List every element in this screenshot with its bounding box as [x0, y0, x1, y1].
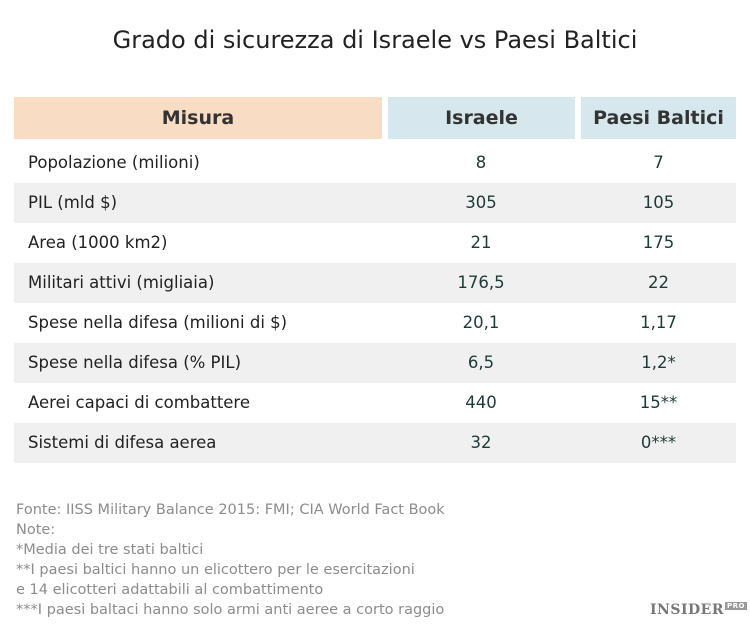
value-cell: 32	[470, 433, 492, 452]
value-cell: 105	[642, 193, 675, 212]
label-cell: Aerei capaci di combattere	[28, 393, 251, 412]
label-cell: Area (1000 km2)	[28, 233, 168, 252]
table-body: Popolazione (milioni) 8 7 PIL (mld $) 305 105…	[14, 143, 736, 463]
notes: Fonte: IISS Military Balance 2015: FMI; …	[16, 500, 445, 620]
table-row: Area (1000 km2) 21 175	[14, 223, 736, 263]
label-cell: PIL (mld $)	[28, 193, 118, 212]
value-cell: 21	[470, 233, 492, 252]
label-cell: Popolazione (milioni)	[28, 153, 200, 172]
header-row: Misura Israele Paesi Baltici	[14, 97, 736, 139]
value-cell: 305	[465, 193, 497, 212]
table-row: Sistemi di difesa aerea 32 0***	[14, 423, 736, 463]
note-line: e 14 elicotteri adattabili al combattime…	[16, 582, 324, 598]
value-cell: 7	[653, 153, 664, 172]
title: Grado di sicurezza di Israele vs Paesi B…	[112, 26, 638, 54]
table-row: Spese nella difesa (% PIL) 6,5 1,2*	[14, 343, 736, 383]
logo: INSIDER PRO	[650, 602, 747, 618]
value-cell: 1,17	[640, 313, 677, 332]
table-row: Popolazione (milioni) 8 7	[14, 143, 736, 183]
value-cell: 440	[465, 393, 497, 412]
table-row: Militari attivi (migliaia) 176,5 22	[14, 263, 736, 303]
logo-name: INSIDER	[650, 602, 724, 618]
label-cell: Spese nella difesa (milioni di $)	[28, 313, 288, 332]
note-line: Note:	[16, 522, 56, 538]
header-cell: Paesi Baltici	[581, 97, 736, 139]
value-cell: 22	[648, 273, 669, 292]
value-cell: 1,2*	[641, 353, 676, 372]
label-cell: Spese nella difesa (% PIL)	[28, 353, 242, 372]
value-cell: 0***	[640, 433, 677, 452]
label-cell: Militari attivi (migliaia)	[28, 273, 215, 292]
logo-tag: PRO	[724, 602, 747, 611]
note-line: *Media dei tre stati baltici	[16, 542, 204, 558]
value-cell: 175	[642, 233, 675, 252]
note-line: **I paesi baltici hanno un elicottero pe…	[16, 562, 415, 578]
value-cell: 176,5	[457, 273, 505, 292]
label-cell: Sistemi di difesa aerea	[28, 433, 217, 452]
value-cell: 6,5	[467, 353, 495, 372]
value-cell: 8	[475, 153, 487, 172]
value-cell: 15**	[639, 393, 678, 412]
note-line: ***I paesi baltaci hanno solo armi anti …	[16, 602, 445, 618]
note-line: Fonte: IISS Military Balance 2015: FMI; …	[16, 502, 445, 518]
header-cell: Israele	[388, 97, 575, 139]
table-row: PIL (mld $) 305 105	[14, 183, 736, 223]
header-cell: Misura	[14, 97, 382, 139]
table: Misura Israele Paesi Baltici Popolazione…	[14, 97, 736, 463]
table-row: Spese nella difesa (milioni di $) 20,1 1,1…	[14, 303, 736, 343]
table-row: Aerei capaci di combattere 440 15**	[14, 383, 736, 423]
value-cell: 20,1	[462, 313, 500, 332]
